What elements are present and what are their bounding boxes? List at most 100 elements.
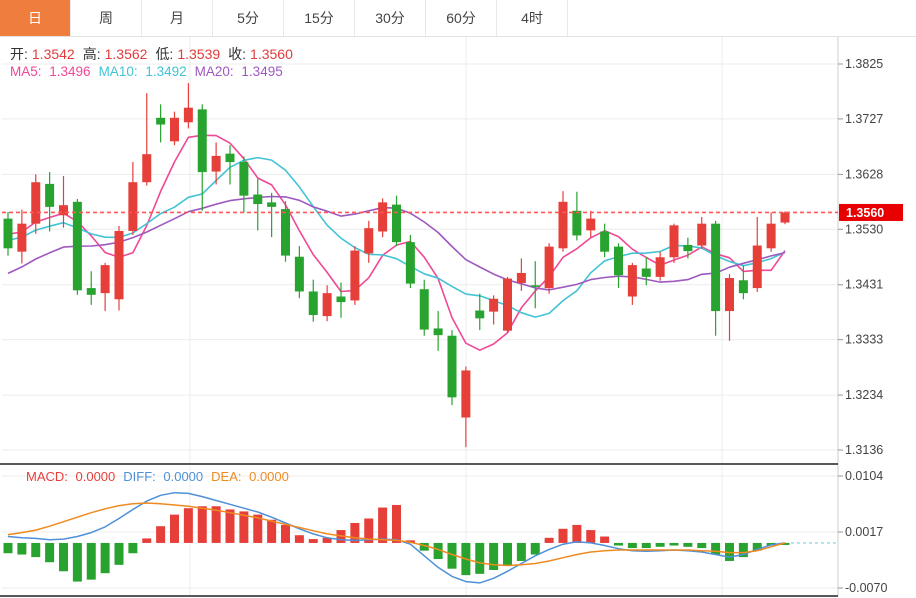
- candle-body: [170, 117, 179, 142]
- candle-body: [683, 244, 693, 252]
- macd-histogram-bar: [516, 542, 526, 561]
- info-value: 1.3492: [145, 64, 187, 79]
- tab-timeframe-3[interactable]: 月: [142, 0, 213, 36]
- tab-timeframe-7[interactable]: 60分: [426, 0, 497, 36]
- info-value: 1.3496: [49, 64, 91, 79]
- macd-histogram-bar: [3, 542, 13, 554]
- macd-histogram-bar: [114, 542, 124, 565]
- info-value: 1.3560: [250, 46, 293, 62]
- candle-body: [378, 202, 388, 232]
- timeframe-tabbar: 日周月 5分 15分 30分 60分 4时: [0, 0, 916, 37]
- candle-body: [72, 201, 82, 291]
- info-value: 1.3539: [177, 46, 221, 62]
- macd-histogram-bar: [239, 511, 249, 543]
- macd-histogram-bar: [156, 526, 166, 543]
- candle-body: [419, 289, 429, 330]
- macd-histogram-bar: [614, 542, 623, 546]
- macd-histogram-bar: [45, 542, 55, 563]
- ma10-line: [7, 156, 786, 318]
- dea-line: [7, 502, 786, 567]
- macd-histogram-bar: [419, 542, 429, 551]
- macd-histogram-bar: [780, 542, 790, 545]
- candle-body: [308, 291, 318, 315]
- tab-timeframe-6[interactable]: 30分: [355, 0, 426, 36]
- macd-histogram-bar: [392, 504, 401, 543]
- candle-body: [350, 250, 360, 301]
- info-segment: 低: 1.3539: [155, 46, 224, 62]
- macd-histogram-bar: [211, 506, 221, 543]
- ma-info-row: MA5: 1.3496 MA10: 1.3492 MA20: 1.3495: [10, 64, 291, 79]
- macd-histogram-bar: [267, 519, 277, 543]
- macd-histogram-bar: [253, 514, 263, 543]
- macd-histogram-bar: [655, 542, 665, 547]
- info-value: 0.0000: [249, 469, 289, 484]
- info-segment: DEA: 0.0000: [211, 469, 293, 484]
- tab-timeframe-2[interactable]: 周: [71, 0, 142, 36]
- candle-body: [114, 230, 124, 300]
- candle-body: [405, 242, 415, 284]
- macd-histogram-bar: [170, 514, 179, 543]
- candle-body: [59, 205, 68, 216]
- info-label: MA10:: [98, 64, 142, 79]
- candle-body: [225, 153, 235, 163]
- candle-body: [489, 298, 499, 312]
- macd-histogram-bar: [59, 542, 68, 572]
- candle-body: [614, 246, 623, 276]
- macd-histogram-bar: [641, 542, 651, 549]
- macd-histogram-bar: [586, 530, 596, 543]
- macd-histogram-bar: [475, 542, 485, 574]
- candle-body: [364, 228, 374, 254]
- macd-histogram-bar: [711, 542, 721, 555]
- info-segment: 开: 1.3542: [10, 46, 79, 62]
- macd-histogram-bar: [669, 542, 679, 546]
- macd-histogram-bar: [572, 524, 582, 543]
- info-label: 收:: [228, 46, 247, 62]
- macd-info-row: MACD: 0.0000 DIFF: 0.0000 DEA: 0.0000: [26, 469, 297, 484]
- candle-body: [156, 117, 166, 125]
- tab-timeframe-5[interactable]: 15分: [284, 0, 355, 36]
- info-segment: MACD: 0.0000: [26, 469, 119, 484]
- tab-timeframe-4[interactable]: 5分: [213, 0, 284, 36]
- macd-histogram-bar: [558, 528, 568, 543]
- macd-histogram-bar: [72, 542, 82, 582]
- info-label: MA5:: [10, 64, 46, 79]
- candle-body: [253, 194, 263, 205]
- candle-body: [433, 328, 443, 336]
- last-price-tag: [839, 203, 903, 221]
- price-axis-label: 1.3628: [845, 167, 883, 181]
- price-axis-label: 1.3530: [845, 222, 883, 236]
- info-segment: MA10: 1.3492: [99, 64, 191, 79]
- candle-body: [544, 246, 554, 289]
- candle-body: [600, 231, 610, 252]
- candle-body: [516, 272, 526, 284]
- candle-body: [461, 370, 471, 418]
- macd-histogram-bar: [738, 542, 748, 558]
- macd-histogram-bar: [752, 542, 762, 551]
- tab-timeframe-8[interactable]: 4时: [497, 0, 568, 36]
- candle-body: [294, 256, 304, 292]
- price-axis-label: 1.3727: [845, 112, 883, 126]
- info-segment: DIFF: 0.0000: [123, 469, 207, 484]
- price-axis-label: 1.3234: [845, 388, 883, 402]
- candle-body: [697, 223, 707, 246]
- info-label: MA20:: [194, 64, 238, 79]
- candle-body: [641, 268, 651, 277]
- candle-body: [627, 265, 637, 297]
- macd-histogram-bar: [197, 506, 207, 543]
- macd-histogram-bar: [31, 542, 41, 558]
- candle-body: [281, 209, 290, 256]
- info-segment: 高: 1.3562: [83, 46, 152, 62]
- candle-body: [558, 201, 568, 249]
- macd-histogram-bar: [489, 542, 499, 570]
- candle-body: [17, 223, 27, 252]
- info-label: DEA:: [211, 469, 246, 484]
- candle-body: [86, 288, 96, 295]
- macd-histogram-bar: [378, 507, 388, 543]
- macd-histogram-bar: [86, 542, 96, 580]
- candle-body: [572, 210, 582, 236]
- tab-timeframe-1[interactable]: 日: [0, 0, 71, 36]
- macd-histogram-bar: [281, 524, 290, 543]
- info-value: 0.0000: [163, 469, 204, 484]
- candle-body: [752, 245, 762, 289]
